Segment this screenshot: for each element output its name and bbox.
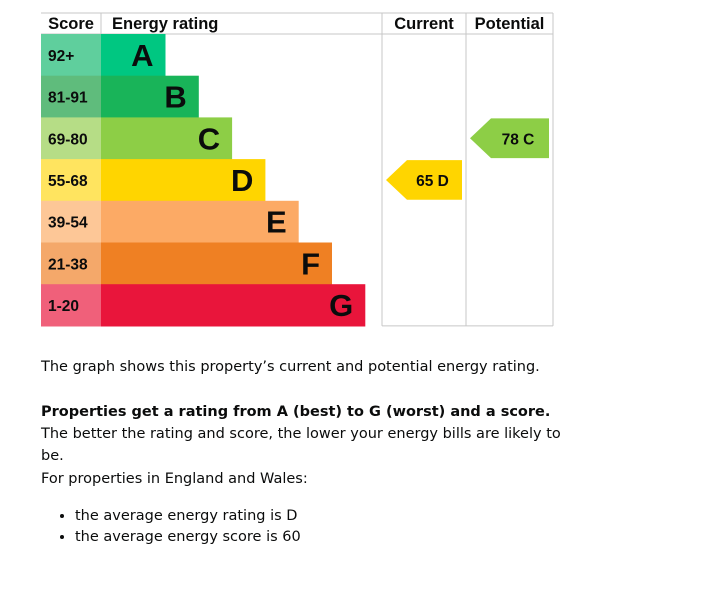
energy-rating-chart: Score Energy rating Current Potential 92+ A 8… xyxy=(41,12,554,327)
rating-explanation-rest: The better the rating and score, the low… xyxy=(41,426,561,464)
graph-description: The graph shows this property’s current … xyxy=(41,359,540,375)
rating-explanation: Properties get a rating from A (best) to… xyxy=(41,401,561,467)
band-letter-b: B xyxy=(164,80,186,115)
band-letter-e: E xyxy=(266,205,287,240)
score-range-a: 92+ xyxy=(48,48,74,65)
potential-rating-arrow xyxy=(470,118,549,159)
header-potential: Potential xyxy=(475,15,545,33)
band-bar-d xyxy=(101,159,266,202)
band-letter-d: D xyxy=(231,163,253,198)
band-letter-f: F xyxy=(301,246,320,281)
current-rating-label: 65 D xyxy=(416,173,449,190)
band-bar-e xyxy=(101,200,299,244)
score-cell-g xyxy=(41,284,101,327)
header-current: Current xyxy=(394,15,454,33)
band-bar-a xyxy=(101,34,166,77)
score-cell-d xyxy=(41,159,101,202)
current-rating-arrow xyxy=(386,160,462,200)
england-wales-intro: For properties in England and Wales: xyxy=(41,471,308,487)
band-bar-g xyxy=(101,284,366,327)
band-letter-g: G xyxy=(329,288,353,323)
score-range-b: 81-91 xyxy=(48,90,88,107)
score-cell-c xyxy=(41,117,101,160)
band-bar-f xyxy=(101,242,332,285)
list-item-average-score: the average energy score is 60 xyxy=(75,527,301,548)
chart-indicators: 65 D 78 C xyxy=(386,118,549,200)
band-letter-c: C xyxy=(198,121,220,156)
score-cell-b xyxy=(41,75,101,118)
score-range-f: 21-38 xyxy=(48,256,88,273)
score-range-e: 39-54 xyxy=(48,215,88,232)
score-cell-e xyxy=(41,200,101,244)
average-ratings-list: the average energy rating is D the avera… xyxy=(41,506,301,548)
list-item-average-rating: the average energy rating is D xyxy=(75,506,301,527)
header-energy-rating: Energy rating xyxy=(112,15,218,33)
band-bar-b xyxy=(101,75,199,118)
chart-headers: Score Energy rating Current Potential xyxy=(48,15,544,33)
score-range-d: 55-68 xyxy=(48,173,88,190)
rating-explanation-bold: Properties get a rating from A (best) to… xyxy=(41,404,551,420)
band-letter-a: A xyxy=(131,38,153,73)
chart-bands: 92+ A 81-91 B 69-80 C 55-68 D 39-54 E 21-38 F 1-20 G xyxy=(41,34,366,327)
header-score: Score xyxy=(48,15,94,33)
score-cell-a xyxy=(41,34,101,77)
score-cell-f xyxy=(41,242,101,285)
score-range-c: 69-80 xyxy=(48,131,88,148)
potential-rating-label: 78 C xyxy=(502,131,535,148)
band-bar-c xyxy=(101,117,233,160)
score-range-g: 1-20 xyxy=(48,298,79,315)
